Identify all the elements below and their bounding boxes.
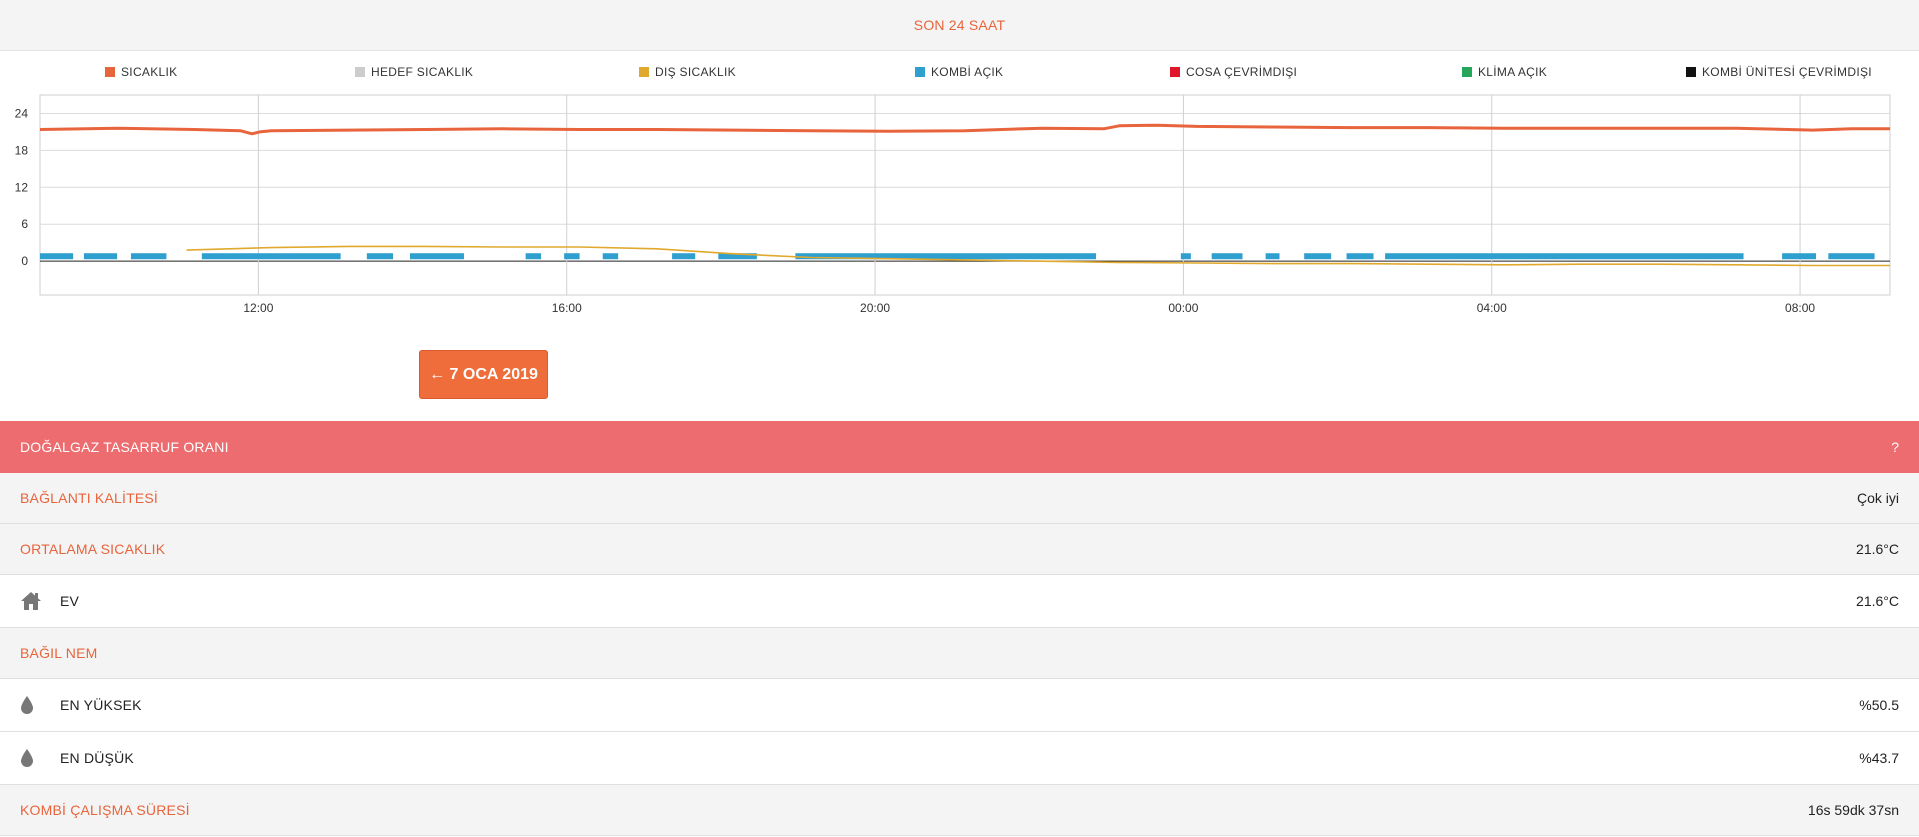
- legend-swatch: [1686, 67, 1696, 77]
- legend-item-hedef-sicaklik[interactable]: HEDEF SICAKLIK: [355, 65, 473, 79]
- boiler-on-bar: [1828, 253, 1875, 260]
- boiler-on-bar: [83, 253, 118, 260]
- legend-item-dis-sicaklik[interactable]: DIŞ SICAKLIK: [639, 65, 736, 79]
- boiler-on-bar: [201, 253, 341, 260]
- humidity-label: BAĞIL NEM: [20, 645, 98, 661]
- x-tick-label: 12:00: [243, 301, 273, 315]
- humidity-max-group: EN YÜKSEK: [20, 695, 142, 715]
- chart-header: SON 24 SAAT: [0, 0, 1919, 51]
- humidity-min-label: EN DÜŞÜK: [60, 750, 134, 766]
- legend-swatch: [639, 67, 649, 77]
- legend-swatch: [105, 67, 115, 77]
- home-row: EV 21.6°C: [0, 575, 1919, 628]
- y-tick-label: 24: [15, 106, 29, 120]
- legend-label: KOMBİ ÜNİTESİ ÇEVRİMDIŞI: [1702, 65, 1872, 79]
- x-tick-label: 08:00: [1785, 301, 1815, 315]
- legend-item-klima-acik[interactable]: KLİMA AÇIK: [1462, 65, 1547, 79]
- runtime-row: KOMBİ ÇALIŞMA SÜRESİ 16s 59dk 37sn: [0, 785, 1919, 836]
- legend-label: COSA ÇEVRİMDIŞI: [1186, 65, 1298, 79]
- connection-row: BAĞLANTI KALİTESİ Çok iyi: [0, 473, 1919, 524]
- legend-swatch: [355, 67, 365, 77]
- legend-label: KLİMA AÇIK: [1478, 65, 1548, 79]
- previous-day-button[interactable]: ← 7 OCA 2019: [419, 350, 548, 399]
- x-tick-label: 16:00: [552, 301, 582, 315]
- savings-label: DOĞALGAZ TASARRUF ORANI: [20, 439, 229, 455]
- avg-temp-value: 21.6°C: [1856, 541, 1899, 557]
- x-tick-label: 00:00: [1168, 301, 1198, 315]
- temperature-chart[interactable]: 24 18 12 6 0 12:00 16:00 20:00 00:00 04:00 08:00: [0, 88, 1919, 328]
- legend-item-cosa-cevrimdisi[interactable]: COSA ÇEVRİMDIŞI: [1170, 65, 1297, 79]
- series-line-sicaklik: [39, 123, 1890, 136]
- boiler-on-bar: [1385, 253, 1744, 260]
- home-value: 21.6°C: [1856, 593, 1899, 609]
- boiler-on-bar: [795, 253, 1097, 260]
- humidity-min-row: EN DÜŞÜK %43.7: [0, 732, 1919, 785]
- legend-swatch: [915, 67, 925, 77]
- boiler-on-bar: [602, 253, 619, 260]
- y-tick-label: 18: [15, 143, 29, 157]
- boiler-on-bar: [130, 253, 167, 260]
- connection-value: Çok iyi: [1856, 490, 1899, 506]
- humidity-max-value: %50.5: [1859, 697, 1899, 713]
- legend-item-kombi-unitesi-cevrimdisi[interactable]: KOMBİ ÜNİTESİ ÇEVRİMDIŞI: [1686, 65, 1872, 79]
- humidity-max-label: EN YÜKSEK: [60, 697, 142, 713]
- legend-item-sicaklik[interactable]: SICAKLIK: [105, 65, 177, 79]
- legend-label: DIŞ SICAKLIK: [655, 65, 736, 79]
- drop-icon: [20, 695, 60, 715]
- boiler-on-bar: [410, 253, 464, 260]
- boiler-on-bar: [1265, 253, 1280, 260]
- help-icon[interactable]: ?: [1891, 439, 1899, 455]
- boiler-on-bar: [525, 253, 542, 260]
- series-line-dis-sicaklik: [186, 245, 1890, 267]
- boiler-on-bar: [1782, 253, 1816, 260]
- x-tick-label: 20:00: [860, 301, 890, 315]
- home-icon: [20, 591, 60, 611]
- chart-legend: SICAKLIK HEDEF SICAKLIK DIŞ SICAKLIK KOM…: [0, 51, 1919, 89]
- legend-label: SICAKLIK: [121, 65, 178, 79]
- boiler-on-bar: [718, 253, 757, 260]
- home-label-group: EV: [20, 591, 79, 611]
- savings-row[interactable]: DOĞALGAZ TASARRUF ORANI ?: [0, 421, 1919, 473]
- humidity-row: BAĞIL NEM: [0, 628, 1919, 679]
- boiler-on-bar: [366, 253, 394, 260]
- legend-swatch: [1462, 67, 1472, 77]
- connection-label: BAĞLANTI KALİTESİ: [20, 490, 158, 506]
- y-tick-label: 6: [21, 217, 28, 231]
- chart-title: SON 24 SAAT: [913, 17, 1006, 33]
- plot-frame: [39, 94, 1891, 296]
- boiler-on-bar: [40, 253, 74, 260]
- runtime-label: KOMBİ ÇALIŞMA SÜRESİ: [20, 802, 190, 818]
- y-tick-label: 12: [15, 180, 29, 194]
- boiler-on-bar: [1304, 253, 1332, 260]
- legend-swatch: [1170, 67, 1180, 77]
- humidity-max-row: EN YÜKSEK %50.5: [0, 679, 1919, 732]
- humidity-min-group: EN DÜŞÜK: [20, 748, 134, 768]
- chart-svg: 24 18 12 6 0 12:00 16:00 20:00 00:00 04:00 08:00: [15, 94, 1891, 315]
- humidity-min-value: %43.7: [1859, 750, 1899, 766]
- x-tick-label: 04:00: [1477, 301, 1507, 315]
- runtime-value: 16s 59dk 37sn: [1807, 802, 1899, 818]
- legend-item-kombi-acik[interactable]: KOMBİ AÇIK: [915, 65, 1003, 79]
- boiler-on-bar: [564, 253, 580, 260]
- y-tick-label: 0: [21, 254, 28, 268]
- avg-temp-row: ORTALAMA SICAKLIK 21.6°C: [0, 524, 1919, 575]
- boiler-on-bar: [672, 253, 696, 260]
- legend-label: HEDEF SICAKLIK: [371, 65, 474, 79]
- boiler-on-bar: [1180, 253, 1191, 260]
- legend-label: KOMBİ AÇIK: [931, 65, 1004, 79]
- summary-table: DOĞALGAZ TASARRUF ORANI ? BAĞLANTI KALİT…: [0, 421, 1919, 836]
- home-label: EV: [60, 593, 80, 609]
- drop-icon: [20, 748, 60, 768]
- boiler-on-bar: [1211, 253, 1243, 260]
- avg-temp-label: ORTALAMA SICAKLIK: [20, 541, 166, 557]
- boiler-on-bar: [1346, 253, 1374, 260]
